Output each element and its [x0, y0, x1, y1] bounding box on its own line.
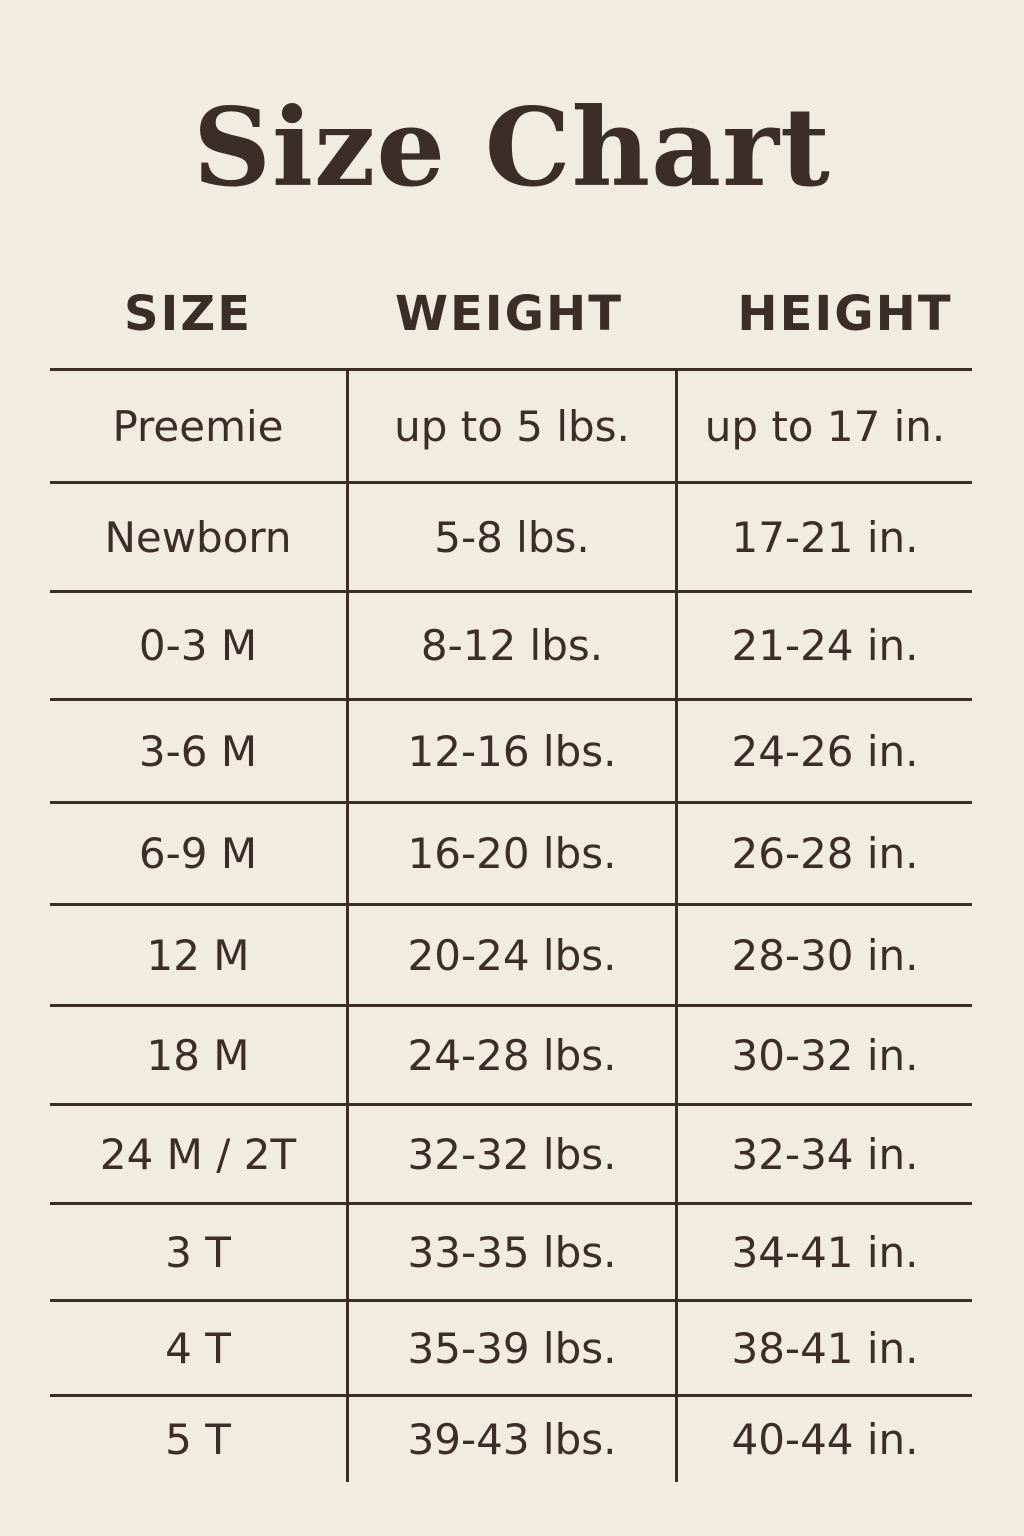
- cell-height: 17-21 in.: [731, 512, 919, 562]
- table-row: 4 T 35-39 lbs. 38-41 in.: [50, 1299, 972, 1394]
- cell-size: 5 T: [50, 1397, 349, 1482]
- cell-size: Newborn: [50, 484, 349, 590]
- table-row: 18 M 24-28 lbs. 30-32 in.: [50, 1004, 972, 1103]
- table-row: Preemie up to 5 lbs. up to 17 in.: [50, 368, 972, 481]
- cell-height: 40-44 in.: [731, 1415, 919, 1464]
- cell-height: 28-30 in.: [731, 930, 919, 980]
- cell-weight: 16-20 lbs.: [349, 804, 678, 903]
- cell-weight: 33-35 lbs.: [349, 1205, 678, 1299]
- table-row: 24 M / 2T 32-32 lbs. 32-34 in.: [50, 1103, 972, 1202]
- size-table: Preemie up to 5 lbs. up to 17 in. Newborn 5-…: [50, 368, 972, 1482]
- cell-height: 38-41 in.: [731, 1323, 919, 1373]
- cell-height: up to 17 in.: [704, 401, 946, 451]
- cell-size: 18 M: [50, 1007, 349, 1103]
- cell-weight: 39-43 lbs.: [349, 1397, 678, 1482]
- cell-weight: 5-8 lbs.: [349, 484, 678, 590]
- cell-weight: 35-39 lbs.: [349, 1302, 678, 1394]
- cell-height: 21-24 in.: [731, 621, 919, 670]
- header-size: SIZE: [123, 286, 253, 342]
- table-row: 3-6 M 12-16 lbs. 24-26 in.: [50, 698, 972, 801]
- cell-weight: 24-28 lbs.: [349, 1007, 678, 1103]
- cell-size: 4 T: [50, 1302, 349, 1394]
- table-row: 6-9 M 16-20 lbs. 26-28 in.: [50, 801, 972, 903]
- cell-weight: up to 5 lbs.: [349, 371, 678, 481]
- table-row: 0-3 M 8-12 lbs. 21-24 in.: [50, 590, 972, 698]
- header-height: HEIGHT: [737, 286, 953, 342]
- table-row: Newborn 5-8 lbs. 17-21 in.: [50, 481, 972, 590]
- cell-size: 12 M: [50, 906, 349, 1004]
- table-row: 5 T 39-43 lbs. 40-44 in.: [50, 1394, 972, 1482]
- cell-size: 3 T: [50, 1205, 349, 1299]
- cell-height: 32-34 in.: [731, 1129, 919, 1179]
- cell-weight: 8-12 lbs.: [349, 593, 678, 698]
- cell-weight: 12-16 lbs.: [349, 701, 678, 801]
- cell-height: 30-32 in.: [731, 1030, 919, 1080]
- cell-size: Preemie: [50, 371, 349, 481]
- cell-weight: 20-24 lbs.: [349, 906, 678, 1004]
- cell-height: 34-41 in.: [731, 1227, 919, 1277]
- cell-weight: 32-32 lbs.: [349, 1106, 678, 1202]
- cell-size: 0-3 M: [50, 593, 349, 698]
- cell-size: 24 M / 2T: [50, 1106, 349, 1202]
- table-row: 3 T 33-35 lbs. 34-41 in.: [50, 1202, 972, 1299]
- cell-size: 6-9 M: [50, 804, 349, 903]
- table-row: 12 M 20-24 lbs. 28-30 in.: [50, 903, 972, 1004]
- cell-size: 3-6 M: [50, 701, 349, 801]
- cell-height: 26-28 in.: [731, 829, 919, 878]
- page-title: Size Chart: [193, 85, 831, 211]
- cell-height: 24-26 in.: [731, 726, 919, 776]
- header-weight: WEIGHT: [395, 286, 623, 342]
